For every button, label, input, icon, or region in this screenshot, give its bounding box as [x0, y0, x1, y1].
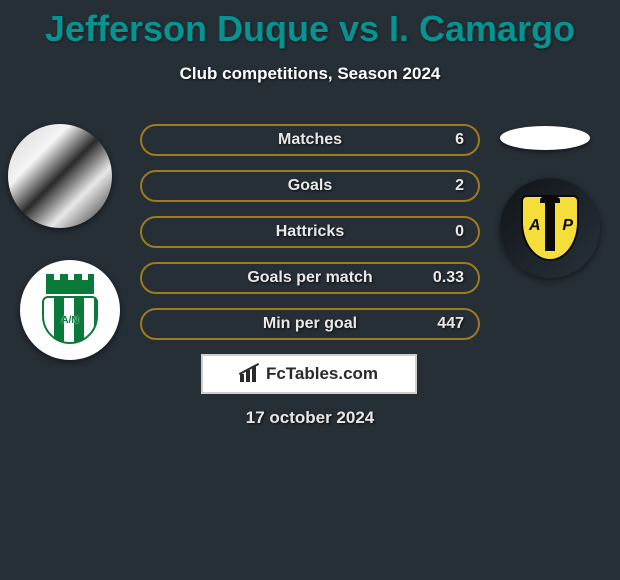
stat-row: Goals 2 [0, 164, 620, 210]
page-subtitle: Club competitions, Season 2024 [0, 64, 620, 84]
stat-pill: Goals per match 0.33 [140, 262, 480, 294]
infographic-root: Jefferson Duque vs I. Camargo Club compe… [0, 0, 620, 580]
stat-label: Goals per match [142, 264, 478, 292]
date-text: 17 october 2024 [0, 408, 620, 428]
stat-row: Goals per match 0.33 [0, 256, 620, 302]
brand-text: FcTables.com [266, 364, 378, 384]
stat-value: 2 [455, 172, 464, 200]
stat-label: Matches [142, 126, 478, 154]
stat-pill: Min per goal 447 [140, 308, 480, 340]
stat-pill: Matches 6 [140, 124, 480, 156]
stat-pill: Goals 2 [140, 170, 480, 202]
stat-label: Min per goal [142, 310, 478, 338]
stat-row: Min per goal 447 [0, 302, 620, 348]
stat-row: Hattricks 0 [0, 210, 620, 256]
stat-value: 0.33 [433, 264, 464, 292]
brand-box: FcTables.com [201, 354, 417, 394]
stat-value: 6 [455, 126, 464, 154]
stat-value: 0 [455, 218, 464, 246]
page-title: Jefferson Duque vs I. Camargo [0, 0, 620, 50]
stat-value: 447 [437, 310, 464, 338]
stats-list: Matches 6 Goals 2 Hattricks 0 Goals per … [0, 118, 620, 348]
stat-row: Matches 6 [0, 118, 620, 164]
stat-label: Hattricks [142, 218, 478, 246]
stat-label: Goals [142, 172, 478, 200]
stat-pill: Hattricks 0 [140, 216, 480, 248]
bar-chart-icon [240, 366, 260, 382]
